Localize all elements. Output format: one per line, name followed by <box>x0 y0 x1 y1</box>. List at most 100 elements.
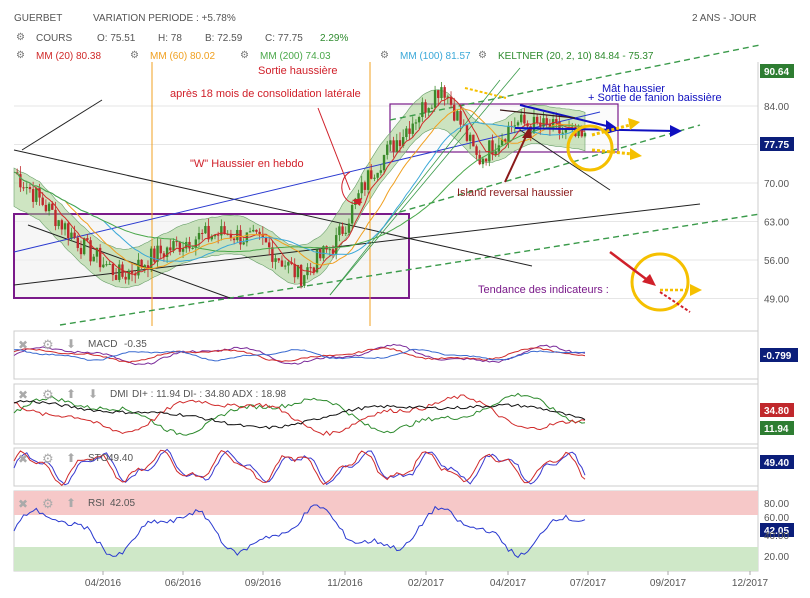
price-tick-label: 70.00 <box>764 179 789 190</box>
candle-body <box>210 236 213 240</box>
indicator-trend-circle <box>630 252 690 312</box>
candle-body <box>453 104 456 121</box>
candle-body <box>561 132 564 134</box>
candle-body <box>577 127 580 137</box>
candle-body <box>462 124 465 126</box>
trend-line <box>13 149 533 267</box>
candle-body <box>239 229 242 245</box>
candle-body <box>185 241 188 249</box>
candle-body <box>459 111 462 125</box>
period-selector[interactable]: 2 ANS - JOUR <box>692 13 757 24</box>
candle-body <box>130 270 134 274</box>
close-icon[interactable]: ✖ <box>18 452 29 466</box>
candle-body <box>465 125 469 141</box>
yellow-arrow <box>464 87 507 99</box>
mm200-line <box>13 125 586 253</box>
candle-body <box>216 234 220 236</box>
x-tick-label: 04/2017 <box>490 578 527 589</box>
candle-body <box>47 203 51 212</box>
trend-arrow <box>659 291 691 313</box>
gear-icon[interactable]: ⚙ <box>240 50 249 61</box>
mm20-line <box>13 96 586 275</box>
gear-icon[interactable]: ⚙ <box>42 387 54 402</box>
candle-body <box>242 242 245 245</box>
candle-body <box>204 225 207 234</box>
gear-icon[interactable]: ⚙ <box>42 451 54 466</box>
candle-body <box>159 245 162 254</box>
gear-icon[interactable]: ⚙ <box>16 50 25 61</box>
sto-value: 49.40 <box>108 453 134 464</box>
candle-body <box>178 241 182 252</box>
badge-rsi-text: 42.05 <box>764 526 789 537</box>
candle-body <box>347 223 351 233</box>
trend-line <box>329 67 521 296</box>
candle-body <box>137 259 140 276</box>
candle-body <box>95 247 99 257</box>
candle-body <box>405 128 408 138</box>
gear-icon[interactable]: ⚙ <box>16 32 25 43</box>
arrow-down-icon[interactable]: ⬇ <box>88 387 99 401</box>
sto-panel: 49.40 <box>13 447 794 487</box>
candle-body <box>248 231 252 233</box>
mm60-line <box>13 108 585 269</box>
gear-icon[interactable]: ⚙ <box>42 496 54 511</box>
candle-body <box>175 241 178 243</box>
rsi-overbought-zone <box>14 491 758 515</box>
sto-label: STO <box>88 453 109 464</box>
candle-body <box>398 140 402 146</box>
candle-body <box>386 144 389 155</box>
candle-body <box>382 154 386 171</box>
dark-arrow <box>499 109 576 119</box>
highlight-circle <box>566 124 614 172</box>
gear-icon[interactable]: ⚙ <box>478 50 487 61</box>
close-icon[interactable]: ✖ <box>18 497 29 511</box>
candle-body <box>114 275 118 280</box>
candle-body <box>271 247 274 262</box>
candle-body <box>236 229 239 241</box>
candle-body <box>89 240 92 262</box>
candle-body <box>44 204 48 212</box>
candle-body <box>539 122 542 127</box>
candle-body <box>430 107 434 109</box>
annotation-w: "W" Haussier en hebdo <box>190 158 304 170</box>
candle-body <box>504 139 507 142</box>
candle-body <box>274 258 277 262</box>
candle-body <box>309 267 312 269</box>
candle-body <box>86 238 89 241</box>
time-axis: 04/2016 06/2016 09/2016 11/2016 02/2017 04/20… <box>85 571 769 589</box>
candle-body <box>156 245 159 262</box>
candle-body <box>127 270 131 280</box>
arrowhead <box>690 284 702 296</box>
candle-body <box>108 263 111 265</box>
annotation-arc <box>341 171 363 205</box>
arrow-up-icon[interactable]: ⬆ <box>66 451 77 465</box>
gear-icon[interactable]: ⚙ <box>42 337 54 352</box>
arrowhead <box>642 274 656 286</box>
candle-body <box>580 127 584 137</box>
candle-body <box>548 123 552 130</box>
sto-d <box>13 449 586 487</box>
macd-value: -0.35 <box>124 339 147 350</box>
candle-body <box>532 116 536 134</box>
arrow-up-icon[interactable]: ⬆ <box>66 496 77 510</box>
candle-body <box>299 264 303 286</box>
price-tick-label: 49.00 <box>764 295 789 306</box>
candle-body <box>31 189 35 202</box>
mm100-line <box>13 121 586 262</box>
close-icon[interactable]: ✖ <box>18 388 29 402</box>
rsi-tick-label: 40.00 <box>764 531 789 542</box>
channel-line <box>389 44 761 121</box>
close-icon[interactable]: ✖ <box>18 338 29 352</box>
arrow-up-icon[interactable]: ⬆ <box>66 387 77 401</box>
gear-icon[interactable]: ⚙ <box>380 50 389 61</box>
trend-line <box>519 129 611 191</box>
dmi-label: DMI <box>110 389 129 400</box>
candle-body <box>124 276 127 280</box>
arrow-down-icon[interactable]: ⬇ <box>66 337 77 351</box>
badge-dmi-top <box>760 403 794 417</box>
rsi-label: RSI <box>88 498 105 509</box>
candle-body <box>22 187 25 189</box>
gear-icon[interactable]: ⚙ <box>130 50 139 61</box>
legend-high: H: 78 <box>158 33 182 44</box>
